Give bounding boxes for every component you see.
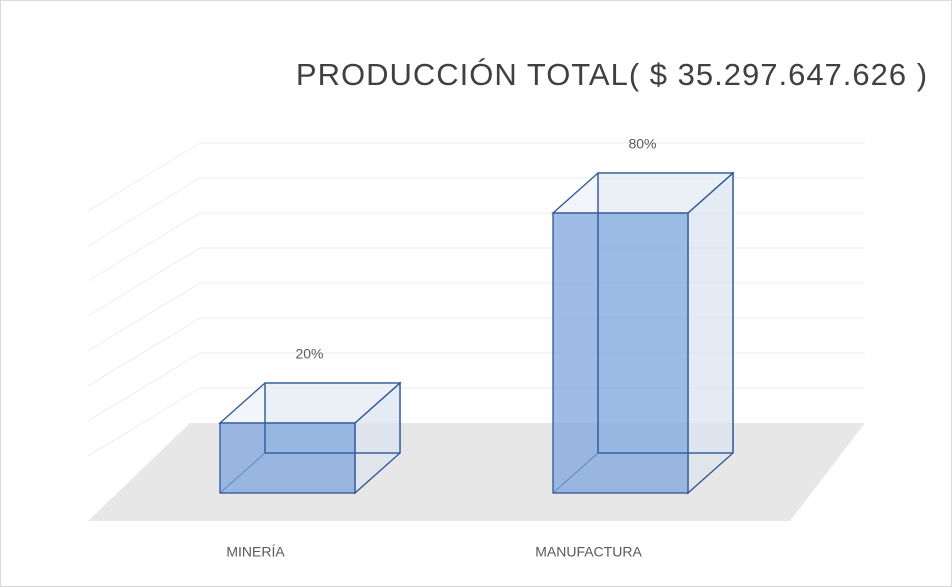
x-tick-label: MINERÍA bbox=[226, 544, 285, 560]
bar bbox=[552, 212, 689, 494]
grid-line bbox=[87, 212, 201, 282]
grid-line bbox=[87, 177, 201, 247]
bar-side bbox=[687, 171, 734, 495]
grid-line bbox=[87, 387, 201, 457]
x-tick-label: MANUFACTURA bbox=[535, 544, 642, 560]
grid-line bbox=[87, 142, 201, 212]
floor bbox=[88, 423, 865, 521]
grid-line bbox=[87, 317, 201, 387]
grid-line bbox=[87, 247, 201, 317]
chart-title: PRODUCCIÓN TOTAL( $ 35.297.647.626 ) bbox=[296, 57, 928, 92]
grid-line bbox=[87, 282, 201, 352]
grid-line bbox=[87, 352, 201, 422]
bar bbox=[219, 422, 356, 494]
data-label: 20% bbox=[295, 346, 323, 362]
data-label: 80% bbox=[628, 136, 656, 152]
